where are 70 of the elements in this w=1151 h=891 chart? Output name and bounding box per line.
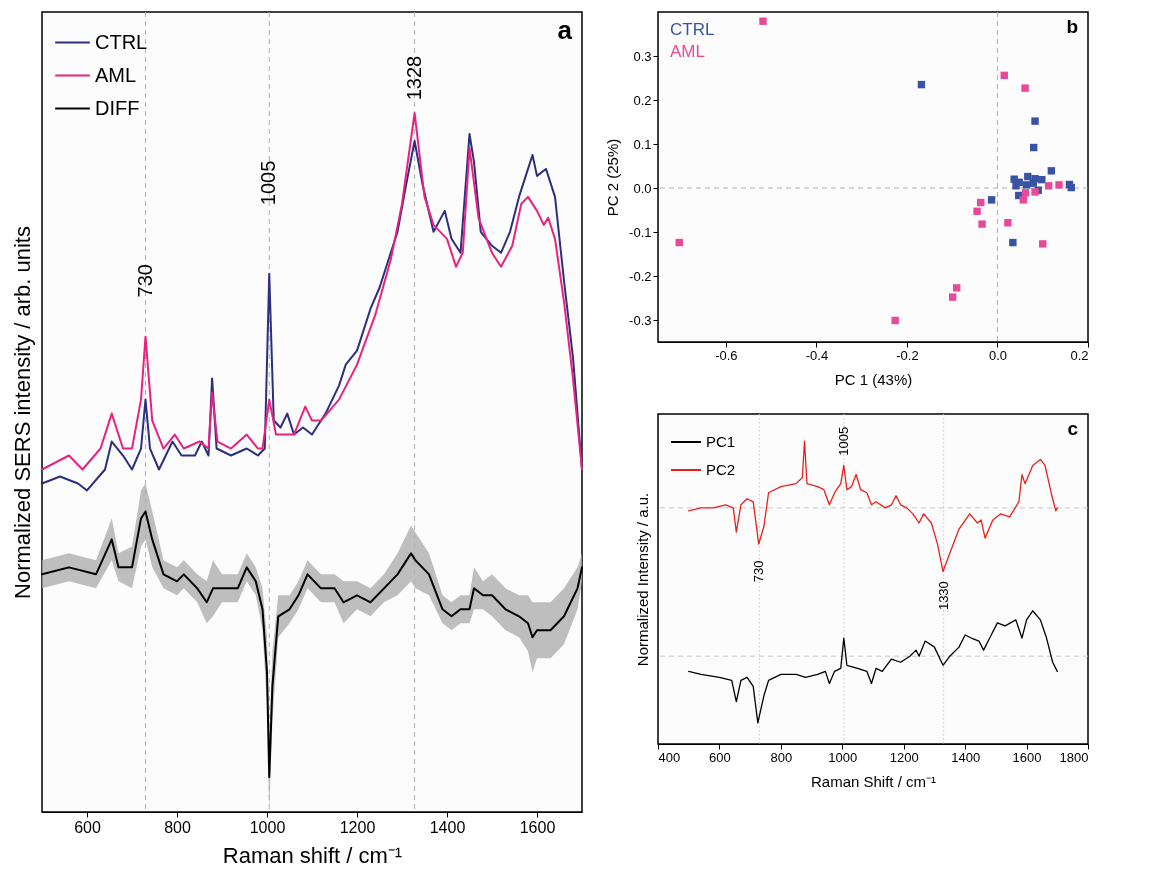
point <box>1024 172 1032 181</box>
y-axis-title: Normalized SERS intensity / arb. units <box>9 226 35 599</box>
x-tick-label: 1400 <box>429 818 466 836</box>
text: CTRL <box>670 20 715 39</box>
point <box>953 284 961 292</box>
y-tick-label: 0.0 <box>633 180 652 196</box>
point <box>1009 238 1017 247</box>
text: a <box>557 15 573 45</box>
x-tick-label: 0.0 <box>988 347 1008 363</box>
annotation: 1330 <box>935 581 951 611</box>
annotation: 1005 <box>835 426 851 456</box>
legend-label: CTRL <box>95 30 148 53</box>
y-tick-label: 0.1 <box>633 136 652 152</box>
point <box>759 17 767 25</box>
point <box>1019 196 1027 204</box>
y-axis-title: Normalized Intensity / a.u. <box>633 492 651 667</box>
legend-label: AML <box>95 63 137 86</box>
x-tick-label: 1600 <box>1012 749 1042 765</box>
point <box>978 220 986 228</box>
point <box>987 196 996 204</box>
x-tick-label: 1000 <box>249 818 286 836</box>
x-axis-title: Raman shift / cm⁻¹ <box>222 842 403 868</box>
x-axis-title: PC 1 (43%) <box>834 370 913 388</box>
x-tick-label: 800 <box>770 749 793 765</box>
point <box>1029 179 1037 187</box>
point <box>1004 219 1012 227</box>
x-tick-label: 400 <box>658 749 681 765</box>
x-tick-label: -0.6 <box>715 347 738 363</box>
point <box>1039 240 1047 248</box>
y-tick-label: 0.2 <box>633 92 652 108</box>
x-tick-label: 600 <box>709 749 731 765</box>
x-tick-label: 1600 <box>519 818 556 836</box>
x-tick-label: 600 <box>74 818 101 836</box>
point <box>1021 84 1029 92</box>
point <box>973 207 981 216</box>
x-tick-label: 1400 <box>951 749 981 765</box>
x-axis-title: Raman Shift / cm⁻¹ <box>810 772 937 790</box>
legend-label: DIFF <box>95 96 140 119</box>
point <box>1055 181 1063 189</box>
y-tick-label: 0.3 <box>633 48 652 64</box>
point <box>1031 117 1039 125</box>
point <box>1012 182 1020 190</box>
legend-label: PC2 <box>706 461 736 478</box>
x-tick-label: -0.4 <box>805 347 829 363</box>
annotation: b <box>1066 16 1078 37</box>
point <box>1044 182 1053 190</box>
point <box>1038 175 1046 184</box>
point <box>1022 181 1031 189</box>
text: c <box>1067 418 1079 439</box>
x-tick-label: 1200 <box>339 818 376 836</box>
x-tick-label: 1200 <box>889 749 919 765</box>
y-axis-title: PC 2 (25%) <box>604 138 622 217</box>
point <box>948 293 957 301</box>
y-tick-label: -0.2 <box>629 268 652 284</box>
legend-label: PC1 <box>706 433 736 450</box>
annotation: 730 <box>751 560 767 583</box>
x-tick-label: 800 <box>164 818 191 836</box>
text: AML <box>670 42 705 62</box>
x-tick-label: 1000 <box>828 749 858 765</box>
point <box>1021 189 1030 197</box>
x-tick-label: -0.2 <box>896 347 919 363</box>
annotation: 1005 <box>257 160 280 206</box>
annotation: 730 <box>133 264 156 298</box>
annotation: 1328 <box>402 55 425 101</box>
x-tick-label: 1800 <box>1059 749 1089 765</box>
x-tick-label: 0.2 <box>1070 347 1089 363</box>
point <box>1047 167 1056 175</box>
y-tick-label: -0.1 <box>629 224 652 240</box>
point <box>891 316 899 325</box>
y-tick-label: -0.3 <box>629 312 652 328</box>
